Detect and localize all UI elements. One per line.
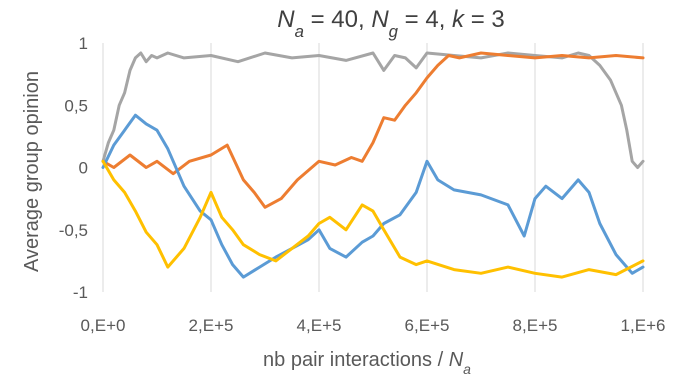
x-tick-label-1: 2,E+5: [189, 316, 234, 335]
y-tick-label-0: 1: [79, 34, 88, 53]
y-tick-label-1: 0,5: [64, 96, 88, 115]
y-tick-labels: 1 0,5 0 -0,5 -1: [59, 34, 88, 302]
x-tick-label-5: 1,E+6: [621, 316, 666, 335]
x-tick-label-3: 6,E+5: [405, 316, 450, 335]
y-tick-label-2: 0: [79, 159, 88, 178]
series-line-2: [101, 113, 645, 279]
x-axis-title-text: nb pair interactions / Na: [263, 349, 471, 377]
x-tick-labels: 0,E+0 2,E+5 4,E+5 6,E+5 8,E+5 1,E+6: [81, 316, 666, 335]
chart-title: Na = 40, Ng = 4, k = 3: [277, 6, 505, 41]
x-axis-title: nb pair interactions / Na: [263, 349, 471, 377]
y-tick-label-3: -0,5: [59, 221, 88, 240]
x-tick-label-2: 4,E+5: [297, 316, 342, 335]
y-axis-title: Average group opinion: [21, 71, 43, 272]
x-tick-label-4: 8,E+5: [513, 316, 558, 335]
grid-lines: [102, 43, 644, 292]
y-axis-title-text: Average group opinion: [21, 71, 43, 272]
x-tick-label-0: 0,E+0: [81, 316, 126, 335]
series-line-1: [101, 51, 645, 209]
series-line-0: [101, 51, 645, 169]
y-tick-label-4: -1: [73, 283, 88, 302]
series-lines: [101, 51, 645, 279]
series-line-3: [101, 159, 645, 279]
chart-title-text: Na = 40, Ng = 4, k = 3: [277, 6, 505, 41]
